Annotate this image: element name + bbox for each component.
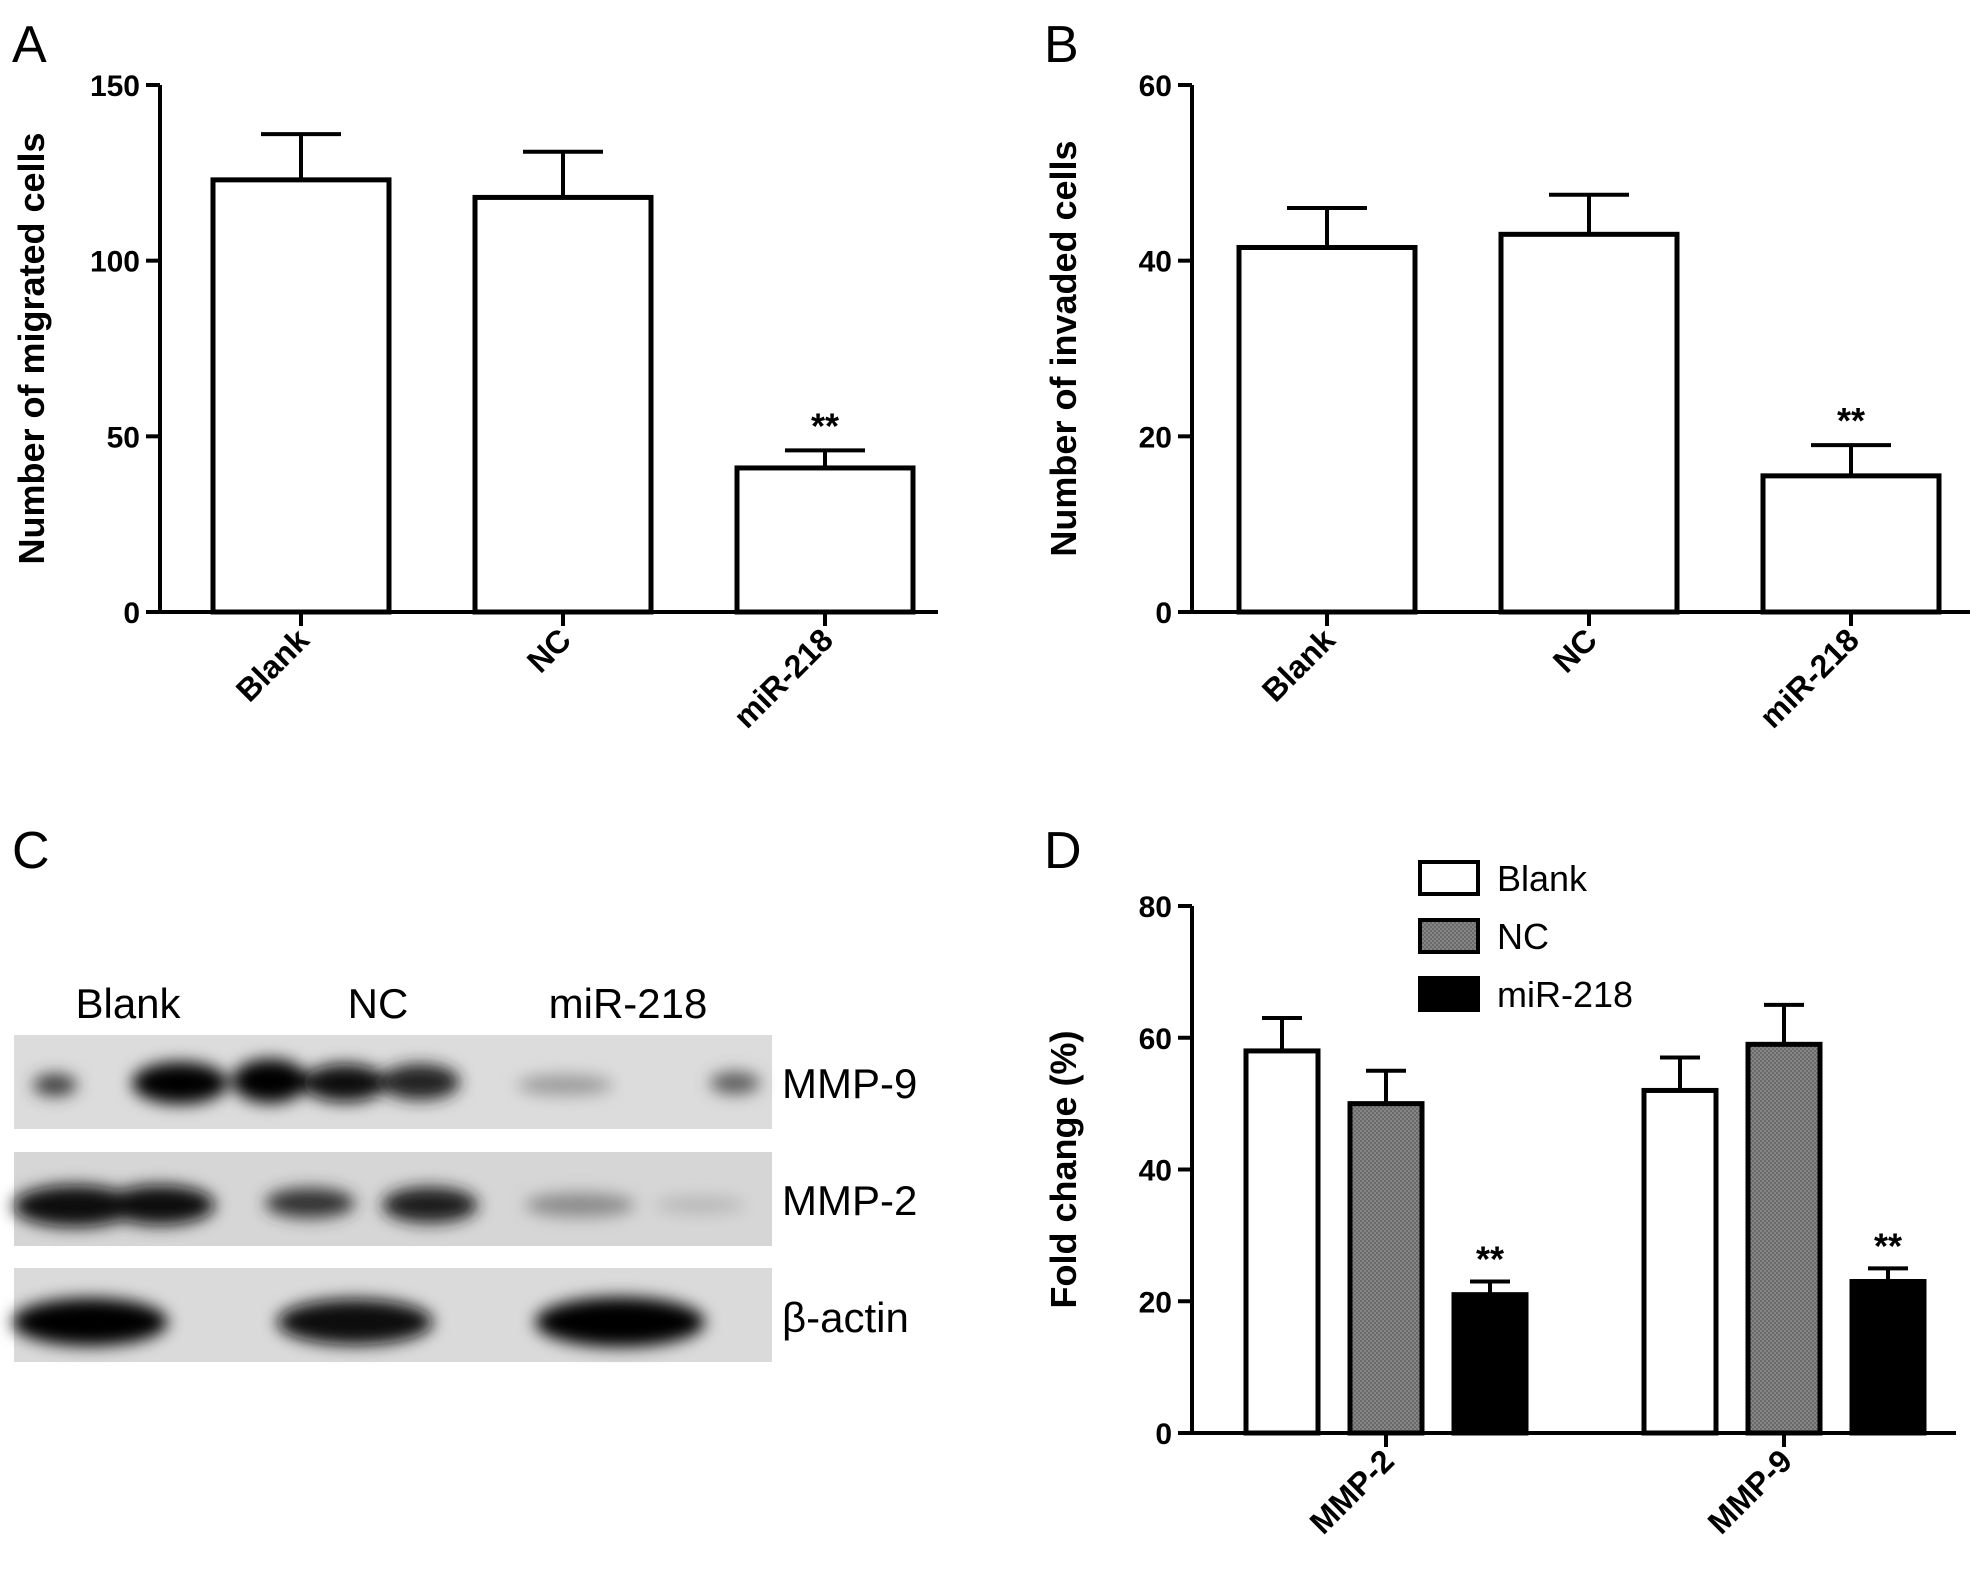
- y-tick-label: 50: [107, 421, 140, 454]
- y-tick-label: 40: [1139, 1155, 1172, 1188]
- blot-label-mmp2: MMP-2: [782, 1177, 917, 1224]
- x-tick-label-mmp-9: MMP-9: [1701, 1442, 1799, 1540]
- x-tick-label-mir-218: miR-218: [1752, 621, 1865, 734]
- panel-label-c: C: [12, 822, 50, 880]
- blot-lane-nc: NC: [348, 980, 409, 1027]
- significance-marker: **: [1837, 400, 1865, 441]
- panel-label-b: B: [1044, 16, 1079, 74]
- legend-swatch-nc: [1418, 918, 1480, 954]
- blot-strip-mmp2: [13, 1152, 772, 1246]
- y-axis-title: Fold change (%): [1043, 1031, 1084, 1309]
- western-blot: Blank NC miR-218 MMP-9: [12, 980, 917, 1362]
- legend-swatch-blank: [1418, 860, 1480, 896]
- bar-mir-218: [1760, 473, 1942, 615]
- bar-mmp-2-nc: [1347, 1101, 1425, 1436]
- bar-mmp-9-mir-218: [1849, 1278, 1927, 1436]
- x-tick-label-mmp-2: MMP-2: [1303, 1442, 1401, 1540]
- y-tick-label: 150: [90, 70, 140, 103]
- panel-label-d: D: [1044, 822, 1082, 880]
- blot-label-beta-actin: β-actin: [782, 1294, 909, 1341]
- legend: Blank NC miR-218: [1418, 858, 1633, 1015]
- legend-swatch-mir-218: [1418, 976, 1480, 1012]
- x-tick-label-blank: Blank: [229, 621, 316, 708]
- legend-label-mir-218: miR-218: [1497, 974, 1633, 1015]
- x-tick-label-nc: NC: [1546, 621, 1604, 679]
- panel-label-a: A: [12, 16, 47, 74]
- bar-nc: [1498, 231, 1680, 615]
- y-tick-label: 80: [1139, 891, 1172, 924]
- bar-mmp-2-mir-218: [1451, 1292, 1529, 1436]
- y-tick-label: 20: [1139, 1286, 1172, 1319]
- y-tick-label: 100: [90, 246, 140, 279]
- blot-strip-beta-actin: [12, 1268, 772, 1362]
- legend-label-blank: Blank: [1497, 858, 1588, 899]
- blot-strip-mmp9: [14, 1035, 772, 1129]
- blot-lane-blank: Blank: [75, 980, 181, 1027]
- bar-mmp-9-nc: [1745, 1041, 1823, 1436]
- blot-label-mmp9: MMP-9: [782, 1060, 917, 1107]
- y-tick-label: 20: [1139, 421, 1172, 454]
- y-tick-label: 40: [1139, 246, 1172, 279]
- y-axis-title: Number of migrated cells: [11, 132, 52, 564]
- bar-mir-218: [734, 465, 916, 615]
- chart-a-migrated-cells: 0 50 100 150 Number of migrated cells Blank NC…: [11, 70, 938, 735]
- y-tick-label: 60: [1139, 1023, 1172, 1056]
- significance-marker: **: [1476, 1238, 1504, 1279]
- x-tick-label-blank: Blank: [1255, 621, 1342, 708]
- x-tick-label-nc: NC: [520, 621, 578, 679]
- y-tick-label: 0: [123, 597, 140, 630]
- bar-blank: [1236, 244, 1418, 615]
- chart-d-fold-change: 0 20 40 60 80 Fold change (%) ** MMP-2 ** MMP-9 Bl…: [1043, 858, 1956, 1541]
- bar-blank: [210, 177, 392, 615]
- significance-marker: **: [811, 405, 839, 446]
- y-tick-label: 0: [1155, 1418, 1172, 1451]
- significance-marker: **: [1874, 1225, 1902, 1266]
- legend-label-nc: NC: [1497, 916, 1549, 957]
- y-tick-label: 60: [1139, 70, 1172, 103]
- chart-b-invaded-cells: 0 20 40 60 Number of invaded cells Blank NC miR…: [1043, 70, 1970, 735]
- bar-nc: [472, 194, 654, 615]
- bar-mmp-2-blank: [1243, 1048, 1321, 1436]
- y-tick-label: 0: [1155, 597, 1172, 630]
- blot-lane-mir218: miR-218: [549, 980, 708, 1027]
- y-axis-title: Number of invaded cells: [1043, 140, 1084, 556]
- x-tick-label-mir-218: miR-218: [726, 621, 839, 734]
- bar-mmp-9-blank: [1641, 1087, 1719, 1436]
